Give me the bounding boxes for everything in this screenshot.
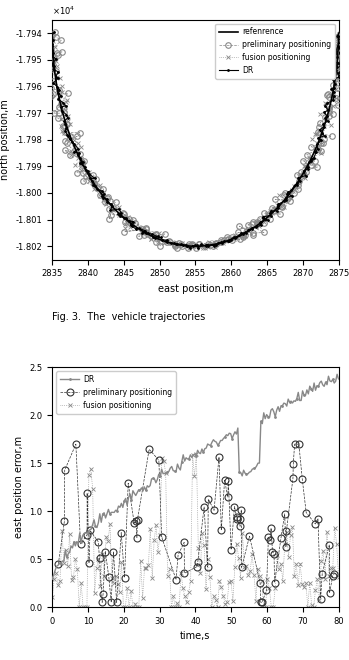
refenrence [74, 147, 78, 154]
fusion positioning [77, 603, 81, 611]
Line: fusion positioning: fusion positioning [45, 30, 344, 250]
fusion positioning [45, 28, 49, 36]
refenrence [50, 29, 54, 37]
fusion positioning [335, 59, 340, 67]
preliminary positioning [313, 520, 318, 528]
DR [56, 67, 60, 75]
fusion positioning [194, 450, 199, 458]
preliminary positioning [266, 533, 270, 541]
preliminary positioning [53, 28, 57, 36]
refenrence [336, 29, 341, 37]
fusion positioning [99, 189, 104, 197]
Text: Fig. 3.  The  vehicle trajectories: Fig. 3. The vehicle trajectories [52, 312, 206, 322]
fusion positioning [215, 603, 220, 611]
X-axis label: east position,m: east position,m [158, 284, 233, 294]
refenrence [332, 82, 336, 90]
preliminary positioning [333, 62, 337, 70]
DR [336, 375, 341, 383]
fusion positioning [340, 82, 344, 90]
fusion positioning [52, 58, 56, 66]
preliminary positioning [63, 146, 67, 154]
Y-axis label: north position,m: north position,m [0, 99, 10, 180]
fusion positioning [338, 29, 342, 37]
DR [62, 557, 66, 565]
preliminary positioning [259, 599, 263, 607]
preliminary positioning [54, 67, 58, 75]
DR [196, 245, 200, 253]
DR [338, 28, 342, 36]
DR [322, 382, 326, 390]
DR [335, 370, 339, 378]
DR [103, 514, 107, 522]
fusion positioning [203, 244, 207, 251]
fusion positioning [165, 572, 170, 580]
DR [332, 84, 336, 92]
preliminary positioning [330, 26, 334, 34]
Legend: DR, preliminary positioning, fusion positioning: DR, preliminary positioning, fusion posi… [56, 372, 176, 414]
preliminary positioning [74, 440, 78, 448]
fusion positioning [204, 585, 208, 593]
DR [126, 494, 131, 502]
fusion positioning [50, 593, 54, 601]
fusion positioning [336, 573, 341, 581]
Line: refenrence: refenrence [52, 33, 339, 246]
Line: DR: DR [50, 30, 344, 250]
DR [52, 28, 57, 36]
refenrence [53, 69, 57, 77]
fusion positioning [69, 147, 73, 154]
preliminary positioning [49, 55, 53, 63]
preliminary positioning [335, 84, 339, 92]
DR [312, 379, 316, 387]
DR [54, 55, 58, 63]
Legend: refenrence, preliminary positioning, fusion positioning, DR: refenrence, preliminary positioning, fus… [215, 24, 335, 79]
fusion positioning [252, 571, 256, 579]
refenrence [335, 59, 339, 67]
preliminary positioning [239, 564, 244, 572]
DR [67, 548, 72, 556]
preliminary positioning [186, 244, 191, 252]
preliminary positioning [101, 185, 105, 193]
preliminary positioning [100, 599, 104, 607]
preliminary positioning [332, 570, 336, 578]
fusion positioning [290, 523, 295, 531]
preliminary positioning [56, 560, 60, 568]
Y-axis label: east position error,m: east position error,m [14, 436, 24, 539]
DR [335, 59, 340, 67]
DR [50, 574, 54, 582]
refenrence [51, 56, 55, 64]
DR [100, 187, 104, 195]
DR [72, 148, 76, 156]
preliminary positioning [212, 506, 216, 514]
refenrence [192, 242, 196, 250]
Line: preliminary positioning: preliminary positioning [42, 27, 349, 251]
Line: DR: DR [51, 373, 340, 579]
Line: preliminary positioning: preliminary positioning [55, 441, 337, 606]
Line: fusion positioning: fusion positioning [50, 452, 341, 609]
Text: $\times 10^4$: $\times 10^4$ [52, 5, 75, 17]
fusion positioning [47, 69, 52, 77]
fusion positioning [146, 562, 150, 570]
preliminary positioning [239, 506, 243, 513]
refenrence [97, 187, 102, 195]
X-axis label: time,s: time,s [180, 632, 211, 642]
